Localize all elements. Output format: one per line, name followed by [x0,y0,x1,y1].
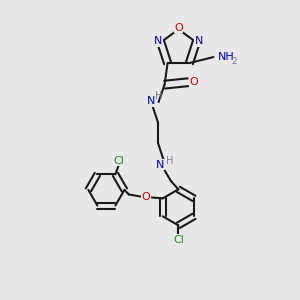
Text: NH: NH [218,52,235,62]
Text: N: N [154,36,163,46]
Text: 2: 2 [231,57,237,66]
Text: H: H [155,91,162,101]
Text: H: H [166,155,174,166]
Text: O: O [190,77,198,87]
Text: N: N [147,96,155,106]
Text: N: N [156,160,165,170]
Text: O: O [142,191,150,202]
Text: Cl: Cl [113,156,124,166]
Text: O: O [174,23,183,33]
Text: N: N [194,36,203,46]
Text: Cl: Cl [173,235,184,245]
